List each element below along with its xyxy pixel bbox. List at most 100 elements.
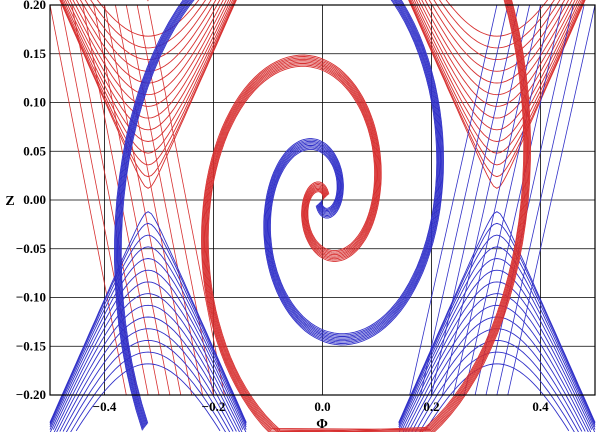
- blue-right-hyperbola: [402, 293, 592, 432]
- blue-spiral-arm: [114, 0, 444, 430]
- blue-hyperbola-lower: [49, 222, 247, 424]
- red-outer-line: [104, 4, 182, 396]
- red-outer-line: [147, 4, 225, 396]
- blue-outer-line: [485, 4, 574, 396]
- blue-right-hyperbola: [398, 234, 596, 425]
- red-spiral-arm: [201, 0, 531, 432]
- red-spiral-arm: [207, 0, 525, 432]
- red-hyperbola-upper: [96, 0, 200, 37]
- blue-hyperbola-lower: [52, 281, 244, 430]
- blue-hyperbola-lower: [65, 339, 231, 432]
- blue-hyperbola-lower: [53, 293, 243, 432]
- blue-outer-line: [507, 4, 596, 396]
- blue-spiral-arm: [117, 0, 441, 428]
- y-tick-label: 0.05: [23, 143, 46, 158]
- y-tick-label: 0.00: [23, 192, 46, 207]
- red-outer-line: [71, 4, 149, 396]
- red-right-hyperbola: [428, 0, 566, 72]
- x-tick-labels: −0.4 −0.2 0.0 0.2 0.4: [93, 399, 549, 414]
- red-spiral-arm: [201, 0, 531, 432]
- red-right-hyperbola: [413, 0, 581, 131]
- red-spiral-arm: [202, 0, 530, 432]
- blue-hyperbola-lower: [75, 363, 221, 432]
- blue-outer-line: [463, 4, 552, 396]
- blue-right-hyperbola: [398, 222, 596, 424]
- blue-right-hyperbola: [398, 269, 596, 432]
- red-right-hyperbola: [415, 0, 579, 119]
- blue-spiral-arm: [119, 0, 439, 426]
- blue-hyperbola-lower: [49, 258, 247, 430]
- red-left-curve: [147, 0, 149, 2]
- blue-outer-line: [474, 4, 563, 396]
- blue-right-hyperbola: [424, 363, 570, 432]
- blue-outer-line: [442, 4, 530, 396]
- y-tick-label: 0.20: [23, 0, 46, 12]
- red-right-hyperbola: [418, 0, 576, 107]
- y-tick-label: −0.05: [16, 241, 47, 256]
- x-axis-label: Φ: [316, 417, 328, 432]
- red-right-hyperbola: [408, 0, 586, 189]
- red-spiral-arm: [206, 0, 526, 432]
- blue-outer-line: [420, 4, 509, 396]
- blue-spiral-arm: [115, 0, 443, 429]
- red-hyperbola-upper: [61, 0, 235, 154]
- blue-right-hyperbola: [414, 339, 579, 432]
- red-spiral-arm: [204, 0, 528, 430]
- red-hyperbola-upper: [63, 0, 234, 142]
- blue-hyperbola-lower: [70, 351, 227, 432]
- blue-outer-line: [496, 4, 585, 396]
- blue-right-hyperbola: [398, 258, 596, 430]
- central-spiral: [114, 0, 531, 432]
- red-hyperbola-upper: [90, 0, 207, 49]
- red-hyperbola-upper: [69, 0, 227, 107]
- y-tick-label: −0.20: [16, 387, 46, 402]
- blue-right-hyperbola: [401, 281, 593, 430]
- blue-hyperbola-lower: [49, 234, 247, 425]
- red-right-hyperbola: [409, 0, 585, 166]
- red-right-hyperbola: [433, 0, 561, 61]
- red-right-hyperbola: [410, 0, 584, 154]
- blue-spiral-arm: [120, 0, 438, 424]
- blue-hyperbola-lower: [59, 316, 237, 432]
- blue-spiral-arm: [119, 0, 439, 425]
- blue-hyperbola-lower: [62, 328, 234, 432]
- x-tick-label: 0.4: [532, 399, 549, 414]
- red-spiral-arm: [206, 0, 526, 432]
- blue-hyperbola-lower: [49, 269, 247, 432]
- red-hyperbola-upper: [84, 0, 212, 61]
- plot-frame: [49, 4, 596, 396]
- red-outer-line: [49, 4, 127, 396]
- red-right-hyperbola: [445, 0, 549, 37]
- blue-right-hyperbola: [398, 211, 596, 423]
- red-outer-line: [115, 4, 193, 396]
- x-tick-label: 0.0: [314, 399, 330, 414]
- x-tick-label: −0.4: [93, 399, 117, 414]
- blue-spiral-arm: [116, 0, 442, 428]
- red-hyperbola-upper: [64, 0, 232, 131]
- y-tick-labels: −0.20 −0.15 −0.10 −0.05 0.00 0.05 0.10 0.15 0.20: [16, 0, 47, 402]
- x-tick-label: 0.2: [423, 399, 439, 414]
- red-right-hyperbola: [424, 0, 570, 84]
- red-right-hyperbola: [438, 0, 555, 49]
- blue-hyperbola-lower: [49, 211, 247, 423]
- red-spiral-arm: [205, 0, 527, 432]
- blue-spiral-arm: [118, 0, 440, 427]
- red-right-hyperbola: [408, 0, 586, 178]
- red-hyperbola-upper: [60, 0, 236, 166]
- blue-outer-line: [431, 4, 520, 396]
- red-hyperbola-upper: [59, 0, 237, 178]
- blue-outer-line: [452, 4, 541, 396]
- y-tick-label: −0.10: [16, 290, 46, 305]
- blue-outer-line: [409, 4, 498, 396]
- red-right-hyperbola: [411, 0, 582, 142]
- y-tick-label: −0.15: [16, 338, 47, 353]
- blue-spiral-arm: [114, 0, 444, 431]
- y-tick-label: 0.15: [23, 46, 46, 61]
- red-hyperbola-upper: [59, 0, 237, 189]
- blue-right-hyperbola: [398, 246, 596, 428]
- red-outer-line: [125, 4, 203, 396]
- blue-right-hyperbola: [418, 351, 575, 432]
- y-tick-label: 0.10: [23, 95, 46, 110]
- blue-hyperbola-lower: [49, 246, 247, 428]
